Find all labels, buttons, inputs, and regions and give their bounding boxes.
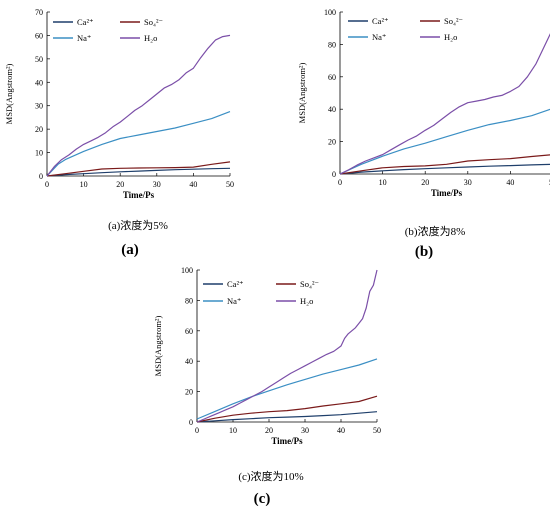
legend-label: Na⁺ — [77, 33, 91, 43]
y-tick-label: 100 — [324, 8, 336, 17]
y-axis-label: MSD(Angstrom²) — [297, 63, 307, 124]
panel-b: 01020304050020406080100Time/PsMSD(Angstr… — [297, 8, 550, 260]
legend-label: Na⁺ — [227, 296, 241, 306]
x-tick-label: 0 — [195, 426, 199, 435]
panel-c: 0 10 20 30 40 50 0 20 40 60 80 100 Time/Ps MSD(Angstr… — [153, 266, 381, 507]
series-line-3 — [46, 34, 231, 177]
y-tick-label: 0 — [189, 418, 193, 427]
y-tick-label: 40 — [328, 105, 336, 114]
y-tick-label: 10 — [35, 149, 43, 158]
x-tick-label: 20 — [116, 180, 124, 189]
x-tick-label: 10 — [80, 180, 88, 189]
legend-label: H₂o — [444, 32, 457, 42]
y-tick-label: 60 — [328, 73, 336, 82]
y-tick-label: 50 — [35, 55, 43, 64]
y-tick-label: 100 — [181, 266, 193, 275]
y-tick-label: 80 — [185, 296, 193, 305]
y-tick-label: 40 — [35, 78, 43, 87]
y-tick-label: 20 — [185, 388, 193, 397]
x-axis-label: Time/Ps — [123, 190, 155, 200]
y-tick-label: 30 — [35, 102, 43, 111]
x-tick-label: 0 — [45, 180, 49, 189]
legend-label: H₂o — [144, 33, 157, 43]
legend-label: Ca²⁺ — [227, 279, 243, 289]
panel-caption: (b)浓度为8% — [405, 224, 466, 238]
panel-letter: (c) — [254, 491, 271, 507]
panel-a: 0 10 20 30 40 50 0 10 20 30 40 50 60 70 Time/Ps MSD(Ang… — [4, 8, 234, 258]
y-tick-label: 20 — [35, 125, 43, 134]
series-line-1 — [339, 154, 550, 175]
y-tick-label: 60 — [185, 327, 193, 336]
legend-label: Na⁺ — [372, 32, 386, 42]
legend-label: So₄²⁻ — [300, 279, 319, 289]
series-line-3 — [339, 33, 550, 175]
x-tick-label: 40 — [189, 180, 197, 189]
x-axis-label: Time/Ps — [431, 188, 463, 198]
y-tick-label: 0 — [39, 172, 43, 181]
series-line-0 — [339, 163, 550, 175]
y-tick-label: 40 — [185, 357, 193, 366]
x-tick-label: 0 — [338, 178, 342, 187]
series-line-2 — [196, 358, 378, 420]
x-tick-label: 30 — [301, 426, 309, 435]
x-tick-label: 10 — [229, 426, 237, 435]
x-tick-label: 50 — [226, 180, 234, 189]
series-line-1 — [196, 395, 378, 423]
panel-caption: (c)浓度为10% — [238, 469, 303, 483]
y-tick-label: 20 — [328, 138, 336, 147]
series-line-0 — [46, 167, 231, 177]
series-line-2 — [46, 111, 231, 177]
panel-letter: (a) — [121, 242, 139, 258]
legend-label: So₄²⁻ — [144, 17, 163, 27]
x-axis-label: Time/Ps — [271, 436, 303, 446]
x-tick-label: 40 — [337, 426, 345, 435]
x-tick-label: 40 — [506, 178, 514, 187]
legend-label: Ca²⁺ — [372, 16, 388, 26]
series-line-0 — [196, 411, 378, 423]
y-axis-label: MSD(Angstrom²) — [153, 316, 163, 377]
legend-label: H₂o — [300, 296, 313, 306]
x-tick-label: 50 — [373, 426, 381, 435]
y-tick-label: 70 — [35, 8, 43, 17]
x-tick-label: 10 — [379, 178, 387, 187]
series-line-3 — [196, 269, 378, 423]
y-tick-label: 60 — [35, 31, 43, 40]
panel-caption: (a)浓度为5% — [108, 218, 168, 232]
x-tick-label: 30 — [153, 180, 161, 189]
series-line-2 — [339, 108, 550, 175]
legend-label: So₄²⁻ — [444, 16, 463, 26]
series-line-1 — [46, 161, 231, 177]
panel-letter: (b) — [415, 244, 433, 260]
y-tick-label: 0 — [332, 170, 336, 179]
y-axis-label: MSD(Angstrom²) — [4, 64, 14, 125]
x-tick-label: 20 — [265, 426, 273, 435]
y-tick-label: 80 — [328, 40, 336, 49]
x-tick-label: 30 — [464, 178, 472, 187]
x-tick-label: 20 — [421, 178, 429, 187]
legend-label: Ca²⁺ — [77, 17, 93, 27]
